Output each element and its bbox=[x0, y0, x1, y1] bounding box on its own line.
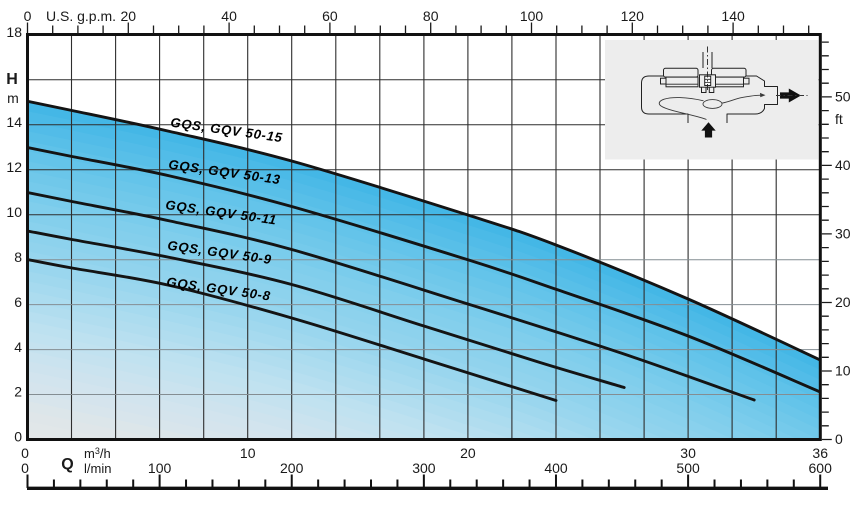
svg-text:ft: ft bbox=[835, 111, 843, 127]
svg-text:4: 4 bbox=[14, 339, 22, 355]
svg-text:10: 10 bbox=[6, 204, 22, 220]
svg-text:10: 10 bbox=[240, 445, 256, 461]
svg-text:6: 6 bbox=[14, 294, 22, 310]
svg-text:36: 36 bbox=[812, 445, 828, 461]
svg-text:l/min: l/min bbox=[84, 461, 111, 476]
svg-text:8: 8 bbox=[14, 249, 22, 265]
svg-text:14: 14 bbox=[6, 114, 22, 130]
svg-text:140: 140 bbox=[721, 8, 745, 24]
svg-text:60: 60 bbox=[322, 8, 338, 24]
svg-text:300: 300 bbox=[412, 460, 436, 476]
svg-text:U.S. g.p.m.: U.S. g.p.m. bbox=[46, 8, 116, 24]
svg-text:12: 12 bbox=[6, 159, 22, 175]
svg-text:20: 20 bbox=[460, 445, 476, 461]
svg-text:40: 40 bbox=[221, 8, 237, 24]
svg-text:30: 30 bbox=[835, 225, 851, 241]
svg-text:Q: Q bbox=[61, 456, 73, 473]
svg-text:200: 200 bbox=[280, 460, 304, 476]
svg-text:100: 100 bbox=[148, 460, 172, 476]
svg-text:18: 18 bbox=[6, 24, 22, 40]
svg-text:m: m bbox=[7, 90, 19, 106]
svg-text:0: 0 bbox=[21, 460, 29, 476]
svg-text:H: H bbox=[6, 71, 18, 88]
svg-text:0: 0 bbox=[24, 8, 32, 24]
svg-text:20: 20 bbox=[835, 294, 851, 310]
svg-text:40: 40 bbox=[835, 157, 851, 173]
svg-text:2: 2 bbox=[14, 384, 22, 400]
svg-text:120: 120 bbox=[621, 8, 645, 24]
svg-text:600: 600 bbox=[809, 460, 833, 476]
svg-text:0: 0 bbox=[14, 429, 22, 445]
svg-text:30: 30 bbox=[680, 445, 696, 461]
svg-text:10: 10 bbox=[835, 363, 851, 379]
svg-text:50: 50 bbox=[835, 88, 851, 104]
svg-text:500: 500 bbox=[676, 460, 700, 476]
svg-text:400: 400 bbox=[544, 460, 568, 476]
svg-text:20: 20 bbox=[121, 8, 137, 24]
svg-text:0: 0 bbox=[21, 445, 29, 461]
svg-text:80: 80 bbox=[423, 8, 439, 24]
svg-text:m3/h: m3/h bbox=[84, 446, 111, 461]
svg-text:100: 100 bbox=[520, 8, 544, 24]
svg-text:0: 0 bbox=[835, 431, 843, 447]
